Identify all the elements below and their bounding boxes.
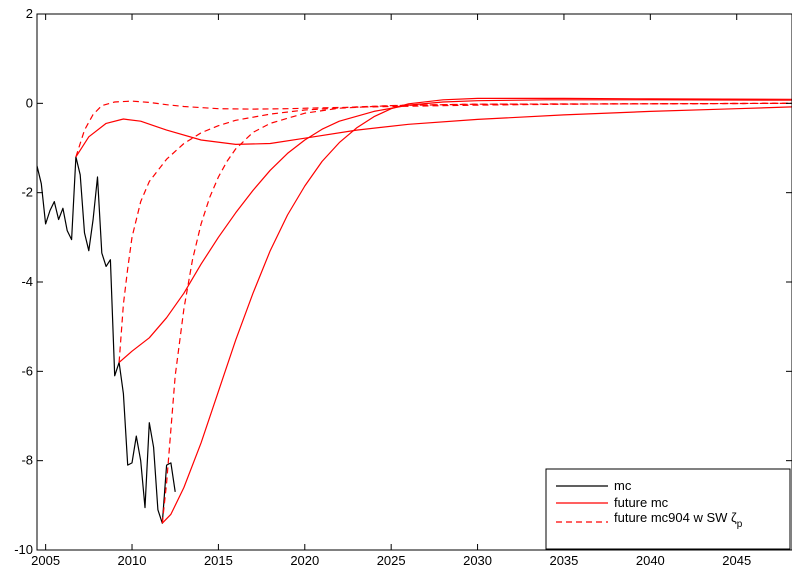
- legend-label-future-mc904-subscript: p: [737, 519, 743, 530]
- x-tick-label: 2005: [31, 553, 60, 566]
- x-tick-label: 2035: [549, 553, 578, 566]
- axes-layer: 2005 2010 2015 2020 2025 2030 2035 2040 2045 -10 -…: [14, 6, 792, 566]
- x-tick-label: 2015: [204, 553, 233, 566]
- legend-label-mc: mc: [614, 478, 632, 493]
- legend-label-future-mc904-main: future mc904 w SW ζ: [614, 510, 737, 525]
- y-tick-label: 0: [26, 95, 33, 110]
- x-tick-label: 2030: [463, 553, 492, 566]
- y-tick-label: -8: [21, 453, 33, 468]
- series-line-2: [118, 99, 792, 363]
- series-layer: [37, 97, 792, 524]
- series-line-3: [161, 97, 792, 524]
- legend-label-future-mc: future mc: [614, 495, 669, 510]
- x-tick-label: 2010: [118, 553, 147, 566]
- series-line-6: [161, 102, 792, 524]
- y-tick-label: 2: [26, 6, 33, 21]
- x-tick-label: 2045: [722, 553, 751, 566]
- y-tick-label: -6: [21, 363, 33, 378]
- series-line-5: [118, 102, 792, 363]
- legend-label-future-mc904: future mc904 w SW ζp: [614, 510, 743, 530]
- series-line-0: [37, 156, 176, 524]
- y-tick-label: -2: [21, 185, 33, 200]
- x-tick-label: 2040: [636, 553, 665, 566]
- legend-box: [545, 468, 791, 550]
- x-tick-label: 2025: [377, 553, 406, 566]
- legend: mc future mc future mc904 w SW ζp: [545, 468, 791, 550]
- series-line-1: [75, 106, 792, 158]
- y-tick-label: -4: [21, 274, 33, 289]
- y-tick-label: -10: [14, 542, 33, 557]
- x-tick-label: 2020: [290, 553, 319, 566]
